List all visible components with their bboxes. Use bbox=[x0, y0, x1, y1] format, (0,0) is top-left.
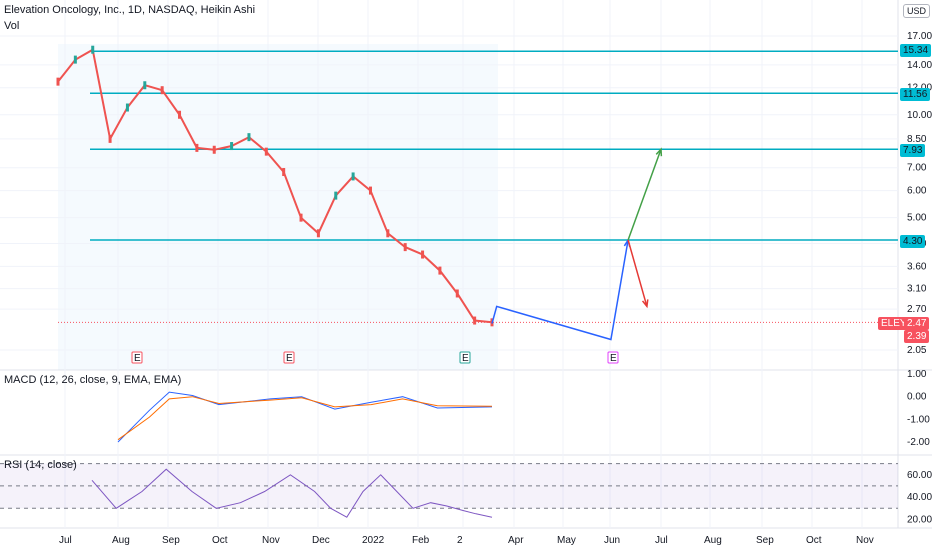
price-candle bbox=[455, 289, 459, 298]
price-candle bbox=[438, 266, 442, 275]
price-candle bbox=[403, 243, 407, 252]
rsi-label: RSI (14, close) bbox=[4, 459, 77, 471]
earnings-marker-label: E bbox=[286, 353, 293, 364]
price-candle bbox=[334, 191, 338, 200]
price-candle bbox=[316, 229, 320, 238]
price-tick-label: 8.50 bbox=[907, 134, 927, 145]
projection-path bbox=[491, 239, 629, 341]
macd-series-line bbox=[117, 391, 493, 443]
price-series-line bbox=[57, 48, 493, 324]
projection-arrowhead bbox=[655, 147, 663, 157]
price-candle bbox=[368, 186, 372, 195]
price-candle bbox=[264, 147, 268, 156]
macd-series-line bbox=[117, 396, 493, 441]
last-price-badge: 2.47 bbox=[904, 317, 930, 330]
chart-title: Elevation Oncology, Inc., 1D, NASDAQ, He… bbox=[4, 4, 256, 16]
macd-label: MACD (12, 26, close, 9, EMA, EMA) bbox=[4, 374, 182, 386]
rsi-tick-label: 20.00 bbox=[907, 514, 932, 525]
price-candle bbox=[160, 86, 164, 95]
time-tick-label: Feb bbox=[412, 535, 430, 546]
time-tick-label: Sep bbox=[162, 535, 180, 546]
currency-label[interactable]: USD bbox=[902, 4, 930, 18]
price-candle bbox=[230, 142, 234, 151]
earnings-marker bbox=[131, 351, 143, 364]
time-tick-label: Nov bbox=[262, 535, 280, 546]
time-tick-label: Nov bbox=[856, 535, 874, 546]
low-price-badge: 2.39 bbox=[904, 330, 930, 343]
price-candle bbox=[143, 81, 147, 90]
earnings-marker bbox=[607, 351, 619, 364]
price-candle bbox=[282, 168, 286, 177]
level-badge-1: 15.34 bbox=[900, 44, 932, 57]
rsi-tick-label: 60.00 bbox=[907, 470, 932, 481]
price-tick-label: 2.05 bbox=[907, 345, 927, 356]
time-tick-label: Jul bbox=[655, 535, 668, 546]
macd-tick-label: 0.00 bbox=[907, 392, 927, 403]
price-candle bbox=[351, 172, 355, 181]
price-tick-label: 14.00 bbox=[907, 60, 932, 71]
macd-tick-label: -2.00 bbox=[907, 437, 930, 448]
price-candle bbox=[178, 110, 182, 119]
time-tick-label: Aug bbox=[704, 535, 722, 546]
price-candle bbox=[108, 134, 112, 143]
projection-path bbox=[627, 148, 662, 241]
earnings-marker bbox=[459, 351, 471, 364]
price-candle bbox=[212, 145, 216, 154]
time-tick-label: Sep bbox=[756, 535, 774, 546]
time-tick-label: Dec bbox=[312, 535, 330, 546]
rsi-tick-label: 40.00 bbox=[907, 492, 932, 503]
time-tick-label: Jun bbox=[604, 535, 620, 546]
price-candle bbox=[195, 143, 199, 152]
price-candle bbox=[299, 213, 303, 222]
price-tick-label: 3.60 bbox=[907, 261, 927, 272]
price-tick-label: 3.10 bbox=[907, 284, 927, 295]
earnings-marker-label: E bbox=[134, 353, 141, 364]
price-candle bbox=[473, 316, 477, 325]
price-candle bbox=[125, 103, 129, 112]
price-candle bbox=[247, 133, 251, 142]
price-tick-label: 5.00 bbox=[907, 213, 927, 224]
earnings-marker bbox=[283, 351, 295, 364]
volume-label: Vol bbox=[4, 20, 20, 32]
time-tick-label: Aug bbox=[112, 535, 130, 546]
price-tick-label: 7.00 bbox=[907, 163, 927, 174]
price-tick-label: 17.00 bbox=[907, 31, 932, 42]
macd-tick-label: 1.00 bbox=[907, 369, 927, 380]
time-tick-label: May bbox=[557, 535, 576, 546]
rsi-series-line bbox=[91, 468, 493, 518]
ticker-symbol-badge: ELEY bbox=[878, 317, 910, 330]
price-tick-label: 6.00 bbox=[907, 186, 927, 197]
time-tick-label: Oct bbox=[212, 535, 228, 546]
macd-tick-label: -1.00 bbox=[907, 414, 930, 425]
level-badge-2: 11.56 bbox=[900, 88, 931, 101]
time-tick-label: Jul bbox=[59, 535, 72, 546]
level-badge-3: 7.93 bbox=[900, 144, 926, 157]
price-candle bbox=[386, 229, 390, 238]
time-tick-label: Oct bbox=[806, 535, 822, 546]
level-badge-4: 4.30 bbox=[900, 235, 926, 248]
projection-path bbox=[627, 239, 648, 307]
projection-arrowhead bbox=[641, 299, 649, 309]
price-tick-label: 10.00 bbox=[907, 110, 932, 121]
earnings-marker-label: E bbox=[610, 353, 617, 364]
price-tick-label: 2.70 bbox=[907, 304, 927, 315]
time-tick-label: 2 bbox=[457, 535, 463, 546]
price-candle bbox=[421, 250, 425, 259]
price-candle bbox=[56, 77, 60, 86]
price-range-shade bbox=[58, 44, 498, 370]
time-tick-label: Apr bbox=[508, 535, 524, 546]
price-candle bbox=[73, 55, 77, 64]
price-candle bbox=[91, 45, 95, 54]
earnings-marker-label: E bbox=[462, 353, 469, 364]
time-tick-label: 2022 bbox=[362, 535, 385, 546]
